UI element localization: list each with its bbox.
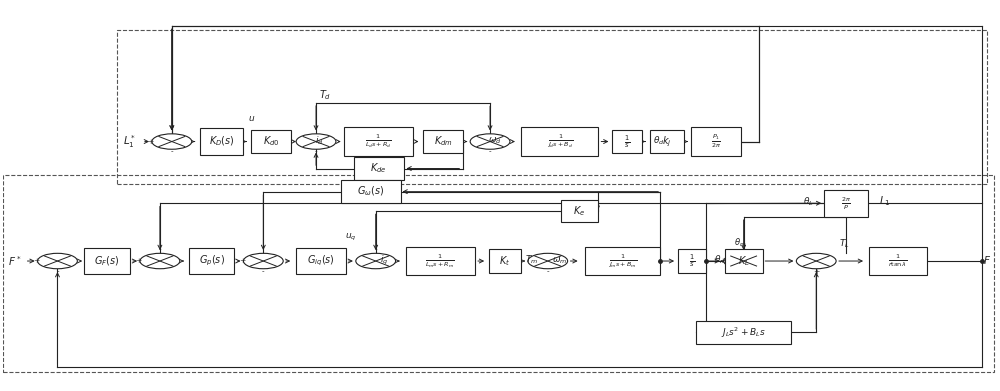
Text: $G_F(s)$: $G_F(s)$ xyxy=(94,254,120,268)
Bar xyxy=(3,176,994,372)
Bar xyxy=(189,248,234,274)
Text: $K_{dm}$: $K_{dm}$ xyxy=(434,135,453,149)
Bar xyxy=(344,127,413,156)
Circle shape xyxy=(243,253,283,269)
Text: -: - xyxy=(315,149,317,156)
Circle shape xyxy=(140,253,180,269)
Text: +: + xyxy=(719,257,726,265)
Text: $K_D(s)$: $K_D(s)$ xyxy=(209,135,234,148)
Text: $T_d$: $T_d$ xyxy=(319,88,331,102)
Text: +: + xyxy=(239,257,245,265)
Text: -: - xyxy=(742,246,745,254)
Text: -: - xyxy=(489,149,491,156)
Text: $T_m$: $T_m$ xyxy=(525,254,538,266)
Bar xyxy=(251,130,291,153)
Text: -: - xyxy=(171,149,173,156)
Bar xyxy=(489,249,521,273)
Text: $u$: $u$ xyxy=(248,114,255,123)
Text: +: + xyxy=(148,138,154,145)
Bar xyxy=(650,130,684,153)
Bar xyxy=(678,249,706,273)
Circle shape xyxy=(356,253,396,269)
Circle shape xyxy=(152,134,192,149)
Text: $\frac{2\pi}{P}$: $\frac{2\pi}{P}$ xyxy=(841,195,851,212)
Text: $K_{de}$: $K_{de}$ xyxy=(370,161,387,176)
Text: +: + xyxy=(33,257,40,265)
Text: $K_t$: $K_t$ xyxy=(499,254,511,268)
Text: -: - xyxy=(374,246,377,254)
Text: $T_L$: $T_L$ xyxy=(839,238,849,250)
Text: $\theta_L$: $\theta_L$ xyxy=(803,195,813,208)
Text: $\theta_m$: $\theta_m$ xyxy=(734,237,747,249)
Text: $\frac{P_1}{2\pi}$: $\frac{P_1}{2\pi}$ xyxy=(711,133,721,151)
Bar xyxy=(696,321,791,344)
Text: $\frac{1}{J_m s+B_m}$: $\frac{1}{J_m s+B_m}$ xyxy=(608,252,637,270)
Text: $\frac{1}{L_d s+R_d}$: $\frac{1}{L_d s+R_d}$ xyxy=(365,133,392,151)
Text: -: - xyxy=(546,268,549,276)
Text: $G_{iq}(s)$: $G_{iq}(s)$ xyxy=(307,254,335,268)
Text: $\frac{1}{J_d s+B_d}$: $\frac{1}{J_d s+B_d}$ xyxy=(547,133,573,150)
Text: $L_1^*$: $L_1^*$ xyxy=(123,133,137,150)
Bar xyxy=(341,181,401,203)
Text: -: - xyxy=(56,268,59,276)
Text: $\omega_d$: $\omega_d$ xyxy=(488,136,502,146)
Text: $\frac{1}{r\tan\lambda}$: $\frac{1}{r\tan\lambda}$ xyxy=(888,253,908,269)
Circle shape xyxy=(724,253,764,269)
Text: +: + xyxy=(136,257,142,265)
Text: $J_L s^2+B_L s$: $J_L s^2+B_L s$ xyxy=(721,325,766,339)
Text: $K_L$: $K_L$ xyxy=(738,254,750,268)
Text: $\omega_m$: $\omega_m$ xyxy=(552,255,568,265)
Circle shape xyxy=(528,253,568,269)
Text: $\frac{1}{s}$: $\frac{1}{s}$ xyxy=(689,253,695,269)
Text: $\frac{1}{L_m s+R_m}$: $\frac{1}{L_m s+R_m}$ xyxy=(425,252,455,270)
Text: $\frac{1}{s}$: $\frac{1}{s}$ xyxy=(624,133,630,150)
Text: $K_{d0}$: $K_{d0}$ xyxy=(263,135,280,149)
Text: $i_q$: $i_q$ xyxy=(380,254,389,267)
Bar xyxy=(200,128,243,155)
Bar xyxy=(585,247,660,276)
Bar xyxy=(612,130,642,153)
Circle shape xyxy=(470,134,510,149)
Text: $K_e$: $K_e$ xyxy=(573,204,586,218)
Circle shape xyxy=(296,134,336,149)
Bar xyxy=(296,248,346,274)
Text: $k_j$: $k_j$ xyxy=(662,135,672,149)
Text: -: - xyxy=(262,268,265,276)
Bar xyxy=(521,127,598,156)
Bar xyxy=(117,30,987,184)
Text: +: + xyxy=(813,268,819,276)
Bar xyxy=(354,157,404,180)
Bar xyxy=(406,247,475,276)
Text: $\theta_d$: $\theta_d$ xyxy=(653,134,665,147)
Bar xyxy=(869,247,927,276)
Text: $F$: $F$ xyxy=(983,254,991,266)
Bar xyxy=(423,130,463,153)
Text: $\theta_m$: $\theta_m$ xyxy=(714,254,727,266)
Bar xyxy=(824,190,868,217)
Bar xyxy=(725,249,763,273)
Bar xyxy=(84,248,130,274)
Circle shape xyxy=(796,253,836,269)
Text: $L_1$: $L_1$ xyxy=(879,194,891,208)
Circle shape xyxy=(38,253,77,269)
Text: $G_\omega(s)$: $G_\omega(s)$ xyxy=(357,185,384,199)
Bar xyxy=(691,127,741,156)
Text: $u_q$: $u_q$ xyxy=(345,231,357,242)
Text: $G_p(s)$: $G_p(s)$ xyxy=(199,254,225,268)
Text: $i_d$: $i_d$ xyxy=(315,135,324,147)
Text: -: - xyxy=(159,246,161,254)
Text: $F^*$: $F^*$ xyxy=(8,254,21,268)
Bar xyxy=(561,200,598,222)
